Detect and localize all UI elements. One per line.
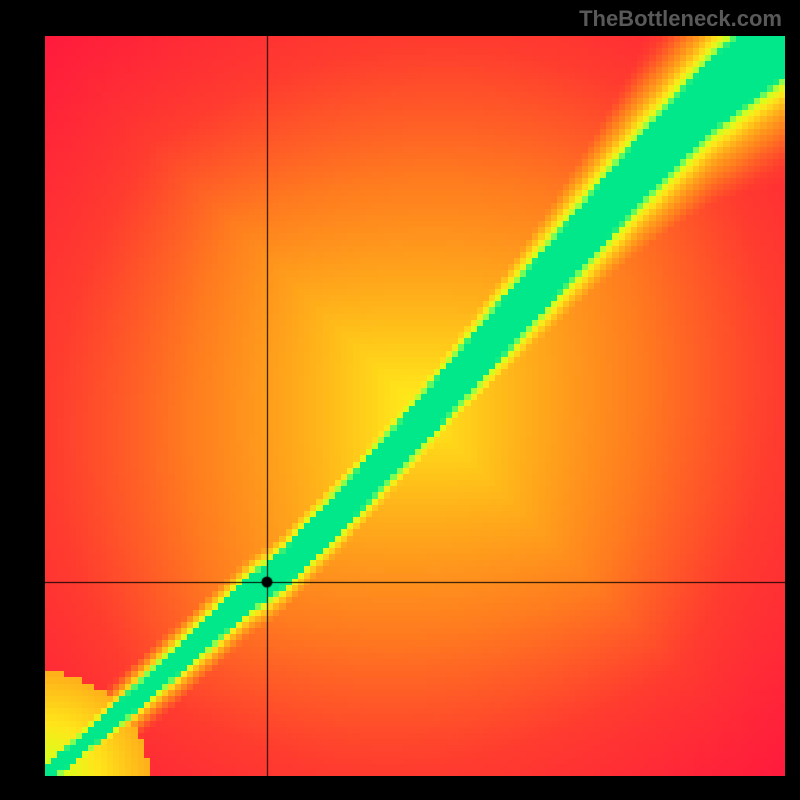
bottleneck-heatmap [45, 36, 785, 776]
source-watermark: TheBottleneck.com [579, 6, 782, 32]
chart-container: TheBottleneck.com [0, 0, 800, 800]
